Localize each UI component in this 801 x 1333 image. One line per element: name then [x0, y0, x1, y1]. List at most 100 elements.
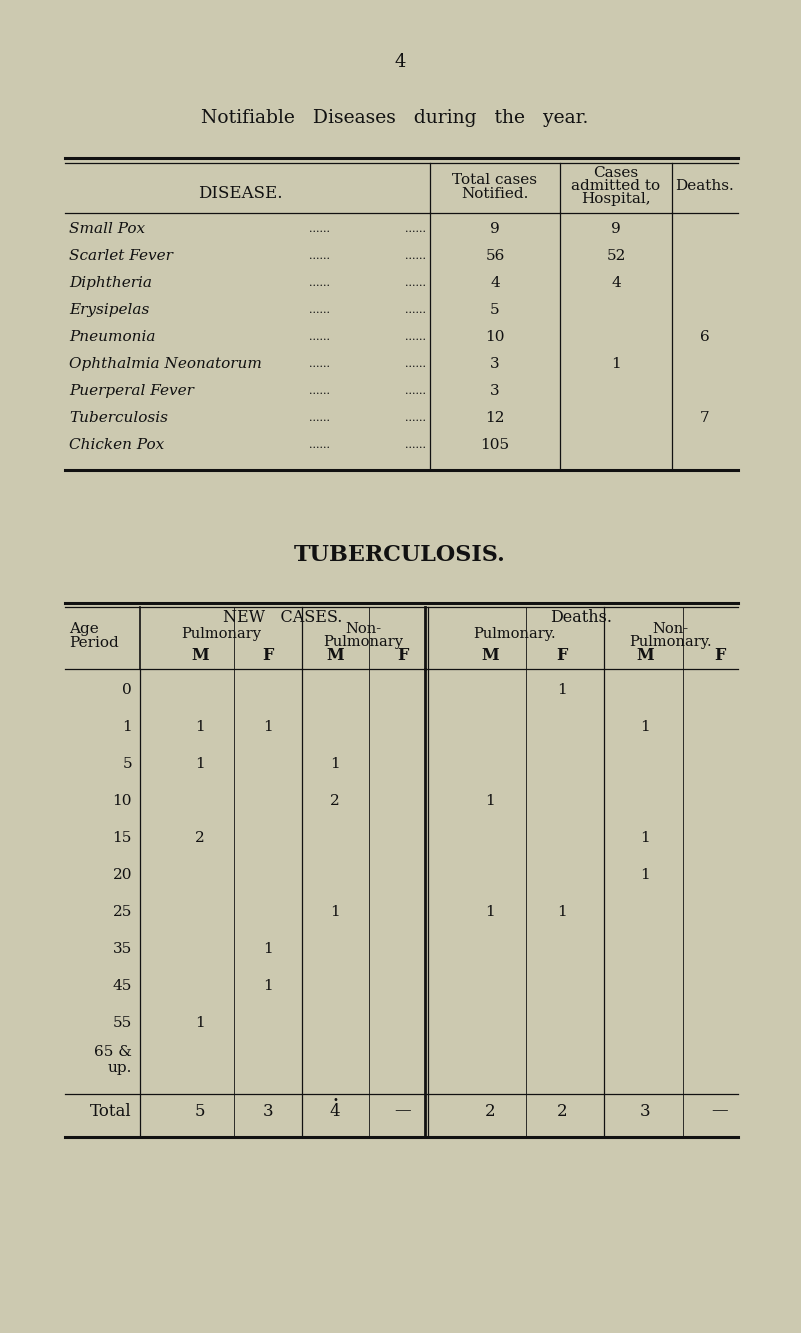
Text: F: F — [714, 648, 726, 664]
Text: ......: ...... — [405, 413, 425, 423]
Text: 4: 4 — [490, 276, 500, 291]
Text: 52: 52 — [606, 249, 626, 263]
Text: Small Pox: Small Pox — [69, 223, 145, 236]
Text: 0: 0 — [123, 682, 132, 697]
Text: ......: ...... — [309, 332, 331, 343]
Text: 6: 6 — [700, 331, 710, 344]
Text: 9: 9 — [611, 223, 621, 236]
Text: Notifiable   Diseases   during   the   year.: Notifiable Diseases during the year. — [201, 109, 589, 127]
Text: ......: ...... — [309, 224, 331, 235]
Text: 65 &: 65 & — [95, 1045, 132, 1058]
Text: Deaths.: Deaths. — [550, 609, 613, 627]
Text: 1: 1 — [485, 794, 495, 808]
Text: —: — — [395, 1102, 411, 1120]
Text: ......: ...... — [309, 279, 331, 288]
Text: Notified.: Notified. — [461, 187, 529, 201]
Text: 1: 1 — [640, 868, 650, 882]
Text: ......: ...... — [309, 387, 331, 396]
Text: 5: 5 — [490, 303, 500, 317]
Text: 4: 4 — [611, 276, 621, 291]
Text: Ophthalmia Neonatorum: Ophthalmia Neonatorum — [69, 357, 262, 371]
Text: F: F — [397, 648, 409, 664]
Text: Pulmonary: Pulmonary — [181, 627, 261, 641]
Text: 35: 35 — [113, 942, 132, 956]
Text: Period: Period — [69, 636, 119, 651]
Text: Erysipelas: Erysipelas — [69, 303, 149, 317]
Text: Non-: Non- — [653, 623, 689, 636]
Text: ......: ...... — [405, 279, 425, 288]
Text: 3: 3 — [263, 1102, 273, 1120]
Text: F: F — [557, 648, 568, 664]
Text: 20: 20 — [112, 868, 132, 882]
Text: 45: 45 — [113, 978, 132, 993]
Text: ......: ...... — [309, 305, 331, 315]
Text: 3: 3 — [490, 357, 500, 371]
Text: 12: 12 — [485, 411, 505, 425]
Text: 25: 25 — [113, 905, 132, 918]
Text: 2: 2 — [557, 1102, 567, 1120]
Text: 1: 1 — [195, 1016, 205, 1030]
Text: Deaths.: Deaths. — [675, 179, 735, 193]
Text: 1: 1 — [195, 757, 205, 770]
Text: 1: 1 — [640, 720, 650, 734]
Text: ......: ...... — [405, 387, 425, 396]
Text: Scarlet Fever: Scarlet Fever — [69, 249, 173, 263]
Text: M: M — [636, 648, 654, 664]
Text: Puerperal Fever: Puerperal Fever — [69, 384, 194, 399]
Text: 1: 1 — [330, 757, 340, 770]
Text: 1: 1 — [557, 682, 567, 697]
Text: 56: 56 — [485, 249, 505, 263]
Text: ......: ...... — [405, 224, 425, 235]
Text: Total cases: Total cases — [453, 173, 537, 187]
Text: Pulmonary.: Pulmonary. — [630, 635, 712, 649]
Text: 2: 2 — [330, 794, 340, 808]
Text: Age: Age — [69, 623, 99, 636]
Text: 1: 1 — [263, 978, 273, 993]
Text: 1: 1 — [263, 720, 273, 734]
Text: 1: 1 — [640, 830, 650, 845]
Text: 1: 1 — [263, 942, 273, 956]
Text: ......: ...... — [405, 251, 425, 261]
Text: 55: 55 — [113, 1016, 132, 1030]
Text: NEW   CASES.: NEW CASES. — [223, 609, 342, 627]
Text: Hospital,: Hospital, — [582, 192, 650, 207]
Text: Pulmonary: Pulmonary — [324, 635, 403, 649]
Text: Cases: Cases — [594, 167, 638, 180]
Text: Total: Total — [91, 1102, 132, 1120]
Text: 1: 1 — [485, 905, 495, 918]
Text: 1: 1 — [195, 720, 205, 734]
Text: 2: 2 — [485, 1102, 495, 1120]
Text: ......: ...... — [309, 413, 331, 423]
Text: 10: 10 — [485, 331, 505, 344]
Text: Non-: Non- — [345, 623, 381, 636]
Text: ......: ...... — [405, 332, 425, 343]
Text: admitted to: admitted to — [571, 179, 661, 193]
Text: 1: 1 — [557, 905, 567, 918]
Text: •: • — [332, 1094, 338, 1105]
Text: ......: ...... — [405, 305, 425, 315]
Text: 2: 2 — [195, 830, 205, 845]
Text: 4: 4 — [330, 1102, 340, 1120]
Text: ......: ...... — [309, 359, 331, 369]
Text: ......: ...... — [405, 359, 425, 369]
Text: up.: up. — [107, 1061, 132, 1074]
Text: F: F — [262, 648, 274, 664]
Text: 1: 1 — [330, 905, 340, 918]
Text: 5: 5 — [195, 1102, 205, 1120]
Text: 105: 105 — [481, 439, 509, 452]
Text: 7: 7 — [700, 411, 710, 425]
Text: M: M — [191, 648, 209, 664]
Text: DISEASE.: DISEASE. — [198, 184, 282, 201]
Text: Diphtheria: Diphtheria — [69, 276, 152, 291]
Text: Pneumonia: Pneumonia — [69, 331, 155, 344]
Text: Pulmonary.: Pulmonary. — [473, 627, 556, 641]
Text: —: — — [711, 1102, 728, 1120]
Text: ......: ...... — [309, 440, 331, 451]
Text: Tuberculosis: Tuberculosis — [69, 411, 168, 425]
Text: 15: 15 — [113, 830, 132, 845]
Text: 1: 1 — [123, 720, 132, 734]
Text: ......: ...... — [405, 440, 425, 451]
Text: M: M — [326, 648, 344, 664]
Text: 9: 9 — [490, 223, 500, 236]
Text: 1: 1 — [611, 357, 621, 371]
